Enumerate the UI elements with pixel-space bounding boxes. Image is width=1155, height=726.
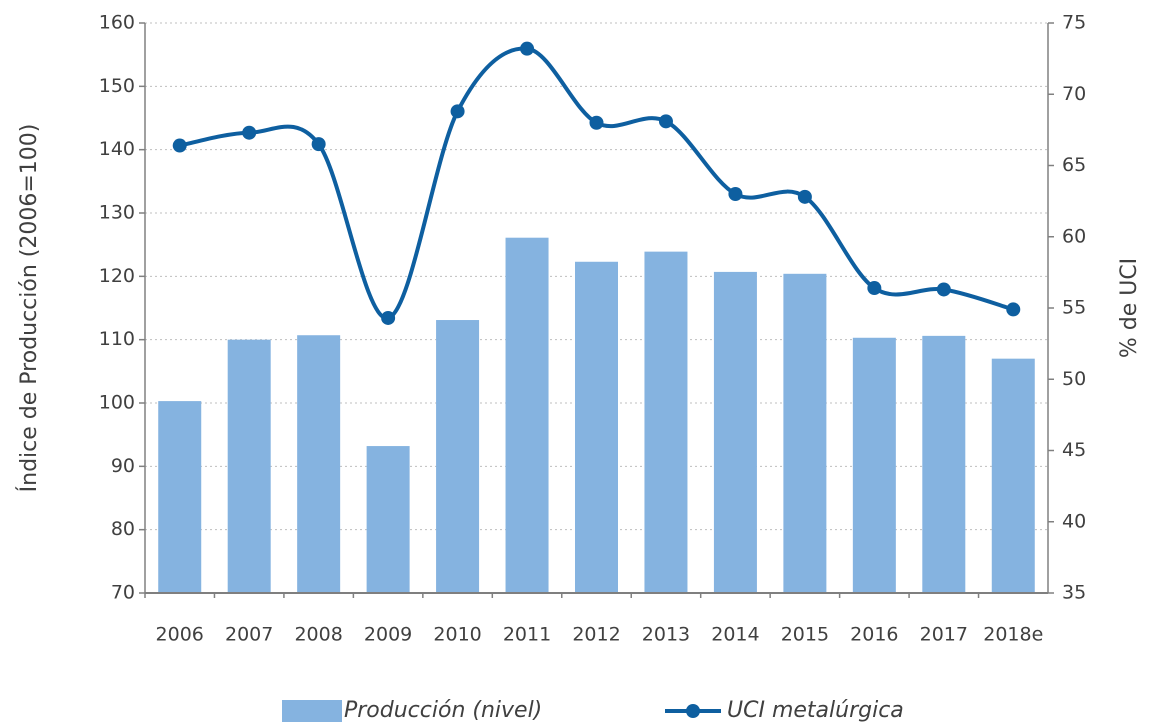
- legend-label: Producción (nivel): [344, 698, 542, 723]
- y-tick-label: 140: [99, 138, 135, 160]
- bar: [227, 339, 271, 593]
- x-tick-label: 2006: [156, 624, 204, 646]
- y-tick-label: 90: [111, 455, 135, 477]
- bar: [852, 337, 896, 593]
- y2-axis-title: % de UCI: [1117, 258, 1142, 358]
- y-tick-label: 130: [99, 202, 135, 224]
- x-tick-label: 2010: [433, 624, 481, 646]
- y-tick-label: 80: [111, 518, 135, 540]
- line-marker: [728, 187, 743, 201]
- y2-tick-label: 40: [1062, 510, 1086, 532]
- bar: [575, 261, 618, 593]
- x-tick-label: 2013: [642, 624, 690, 646]
- y-tick-label: 70: [111, 582, 135, 604]
- bar: [991, 358, 1035, 593]
- y2-tick-label: 70: [1062, 83, 1086, 105]
- bar: [366, 446, 410, 593]
- x-tick-label: 2012: [572, 624, 620, 646]
- x-tick-label: 2008: [294, 624, 342, 646]
- line: [179, 46, 1014, 320]
- bar: [297, 335, 341, 593]
- y-tick-label: 100: [99, 392, 135, 414]
- line-marker: [936, 282, 951, 297]
- y2-tick-label: 55: [1062, 297, 1086, 319]
- y-tick-label: 160: [99, 12, 135, 34]
- y2-tick-label: 45: [1062, 439, 1086, 461]
- x-tick-label: 2017: [920, 624, 968, 646]
- x-tick-label: 2011: [503, 624, 551, 646]
- bar: [922, 335, 966, 593]
- x-tick-label: 2007: [225, 624, 273, 646]
- x-tick-label: 2009: [364, 624, 412, 646]
- line-marker: [1006, 302, 1021, 317]
- line-marker: [520, 41, 535, 56]
- bar: [644, 251, 688, 593]
- line-marker: [450, 104, 465, 119]
- y-tick-label: 150: [99, 75, 135, 97]
- bar: [436, 320, 480, 593]
- y2-tick-label: 50: [1062, 368, 1086, 390]
- line-marker: [658, 114, 673, 129]
- y-tick-label: 120: [99, 265, 135, 287]
- bar: [158, 401, 202, 593]
- x-tick-label: 2016: [850, 624, 898, 646]
- y2-tick-label: 60: [1062, 225, 1086, 247]
- line-marker: [311, 137, 326, 152]
- bar: [505, 237, 549, 593]
- line-marker: [797, 189, 812, 204]
- legend-swatch: [686, 704, 700, 718]
- legend-swatch: [282, 700, 342, 722]
- line-marker: [172, 138, 187, 153]
- bar: [713, 271, 757, 593]
- bar: [783, 273, 827, 593]
- x-tick-label: 2018e: [983, 624, 1043, 646]
- y2-tick-label: 75: [1062, 12, 1086, 34]
- legend-label: UCI metalúrgica: [727, 698, 904, 723]
- line-marker: [381, 310, 396, 325]
- y-axis-title: Índice de Producción (2006=100): [16, 124, 42, 493]
- line-marker: [867, 281, 882, 296]
- y2-tick-label: 35: [1062, 582, 1086, 604]
- y2-tick-label: 65: [1062, 154, 1086, 176]
- x-tick-label: 2014: [711, 624, 759, 646]
- x-tick-label: 2015: [781, 624, 829, 646]
- line-marker: [242, 125, 257, 140]
- line-marker: [589, 115, 604, 130]
- y-tick-label: 110: [99, 328, 135, 350]
